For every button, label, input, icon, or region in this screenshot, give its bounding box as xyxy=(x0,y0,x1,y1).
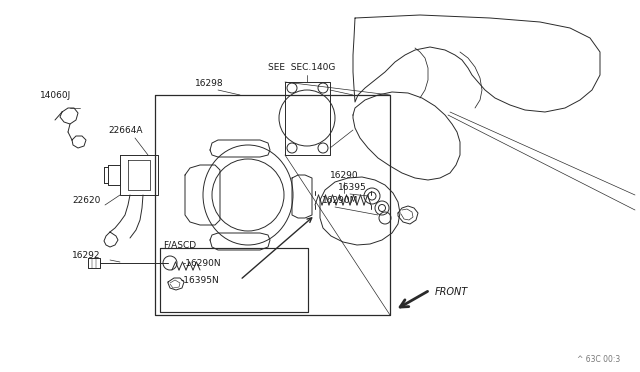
Text: SEE  SEC.140G: SEE SEC.140G xyxy=(268,63,335,72)
Text: 16298: 16298 xyxy=(195,79,223,88)
Text: 16290M: 16290M xyxy=(322,196,358,205)
Text: 16292: 16292 xyxy=(72,251,100,260)
Text: -16290N: -16290N xyxy=(183,259,221,268)
Text: 14060J: 14060J xyxy=(40,91,71,100)
Text: -16395N: -16395N xyxy=(181,276,220,285)
Text: 22620: 22620 xyxy=(72,196,100,205)
Text: 16290: 16290 xyxy=(330,171,358,180)
Text: 16395: 16395 xyxy=(338,183,367,192)
Text: ^ 63C 00:3: ^ 63C 00:3 xyxy=(577,355,620,364)
Text: F/ASCD: F/ASCD xyxy=(163,241,196,250)
Text: FRONT: FRONT xyxy=(435,287,468,297)
Text: 22664A: 22664A xyxy=(108,126,143,135)
